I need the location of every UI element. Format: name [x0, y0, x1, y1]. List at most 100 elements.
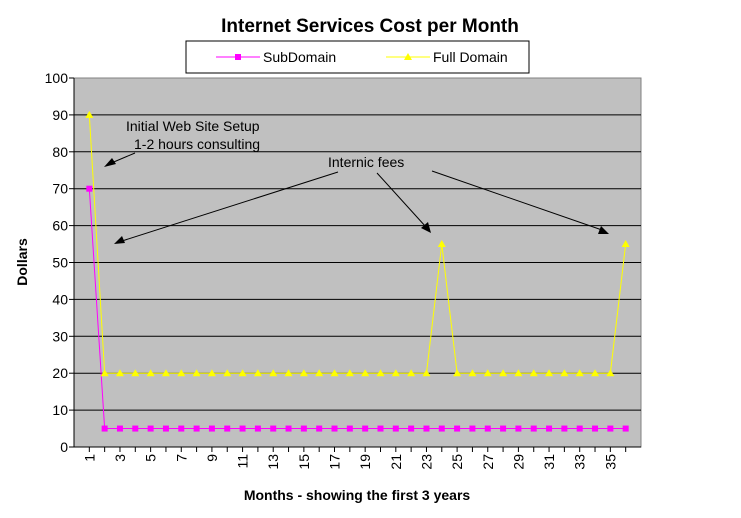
point-subdomain: [239, 425, 246, 432]
arrow-internic-2: [376, 172, 427, 228]
arrow-internic-3-head: [598, 226, 609, 234]
point-subdomain: [285, 425, 292, 432]
x-tick-label: 17: [327, 454, 343, 470]
point-subdomain: [515, 425, 522, 432]
point-subdomain: [132, 425, 139, 432]
point-subdomain: [162, 425, 169, 432]
legend-subdomain-label: SubDomain: [263, 49, 336, 65]
point-full-domain: [560, 369, 569, 377]
legend-fulldomain-marker: [404, 53, 412, 60]
point-full-domain: [407, 369, 416, 377]
point-full-domain: [100, 369, 109, 377]
x-tick-label: 29: [510, 454, 526, 470]
point-subdomain: [147, 425, 154, 432]
point-full-domain: [131, 369, 140, 377]
point-full-domain: [115, 369, 124, 377]
point-subdomain: [576, 425, 583, 432]
y-tick-label: 80: [52, 144, 68, 160]
x-axis-ticks: 1 3 5 7 9 11 13 15 17 19 21 23 25 27 29 31 33 35: [81, 447, 627, 470]
point-full-domain: [575, 369, 584, 377]
annotation-setup-line2: 1-2 hours consulting: [134, 136, 260, 152]
legend: SubDomain Full Domain: [185, 40, 530, 74]
point-subdomain: [484, 425, 491, 432]
point-subdomain: [208, 425, 215, 432]
point-full-domain: [483, 369, 492, 377]
x-tick-label: 27: [480, 454, 496, 470]
point-subdomain: [193, 425, 200, 432]
point-full-domain: [223, 369, 232, 377]
point-subdomain: [346, 425, 353, 432]
annotation-arrows: [104, 152, 609, 244]
point-full-domain: [299, 369, 308, 377]
point-subdomain: [500, 425, 507, 432]
point-subdomain: [331, 425, 338, 432]
point-full-domain: [606, 369, 615, 377]
annotation-internic: Internic fees: [328, 154, 404, 170]
arrow-internic-2-head: [421, 222, 431, 233]
point-subdomain: [469, 425, 476, 432]
chart-title: Internet Services Cost per Month: [221, 16, 519, 37]
point-full-domain: [437, 240, 446, 248]
point-subdomain: [546, 425, 553, 432]
point-subdomain: [423, 425, 430, 432]
annotation-setup: Initial Web Site Setup 1-2 hours consult…: [126, 118, 260, 152]
point-subdomain: [377, 425, 384, 432]
arrow-setup-head: [104, 158, 116, 167]
point-full-domain: [591, 369, 600, 377]
point-full-domain: [468, 369, 477, 377]
point-full-domain: [315, 369, 324, 377]
point-full-domain: [529, 369, 538, 377]
point-subdomain: [607, 425, 614, 432]
point-full-domain: [284, 369, 293, 377]
x-tick-label: 31: [541, 454, 557, 470]
x-tick-label: 13: [265, 454, 281, 470]
point-subdomain: [316, 425, 323, 432]
x-tick-label: 11: [235, 454, 251, 469]
point-subdomain: [561, 425, 568, 432]
point-subdomain: [408, 425, 415, 432]
point-subdomain: [362, 425, 369, 432]
legend-fulldomain-label: Full Domain: [433, 49, 508, 65]
x-tick-label: 3: [112, 454, 128, 462]
point-subdomain: [101, 425, 108, 432]
series-line-full-domain: [88, 114, 627, 374]
x-tick-label: 7: [173, 454, 189, 462]
point-full-domain: [499, 369, 508, 377]
point-subdomain: [224, 425, 231, 432]
point-full-domain: [85, 110, 94, 118]
point-full-domain: [238, 369, 247, 377]
y-tick-label: 40: [52, 291, 68, 307]
point-subdomain: [254, 425, 261, 432]
point-subdomain: [300, 425, 307, 432]
series-layer: [85, 110, 630, 432]
y-tick-label: 20: [52, 365, 68, 381]
point-full-domain: [453, 369, 462, 377]
point-full-domain: [361, 369, 370, 377]
y-tick-label: 50: [52, 255, 68, 271]
x-tick-label: 21: [388, 454, 404, 470]
point-full-domain: [376, 369, 385, 377]
point-subdomain: [270, 425, 277, 432]
point-full-domain: [330, 369, 339, 377]
point-full-domain: [207, 369, 216, 377]
x-tick-label: 5: [143, 454, 159, 462]
point-full-domain: [269, 369, 278, 377]
x-tick-label: 25: [449, 454, 465, 470]
y-tick-label: 90: [52, 107, 68, 123]
x-tick-label: 19: [357, 454, 373, 470]
annotation-setup-line1: Initial Web Site Setup: [126, 118, 260, 134]
point-full-domain: [621, 240, 630, 248]
point-subdomain: [454, 425, 461, 432]
x-tick-label: 35: [602, 454, 618, 470]
y-tick-label: 60: [52, 218, 68, 234]
point-subdomain: [530, 425, 537, 432]
point-subdomain: [86, 185, 93, 192]
point-full-domain: [345, 369, 354, 377]
point-subdomain: [622, 425, 629, 432]
x-tick-label: 15: [296, 454, 312, 470]
x-tick-label: 23: [418, 454, 434, 470]
point-subdomain: [438, 425, 445, 432]
y-tick-label: 30: [52, 328, 68, 344]
point-full-domain: [161, 369, 170, 377]
